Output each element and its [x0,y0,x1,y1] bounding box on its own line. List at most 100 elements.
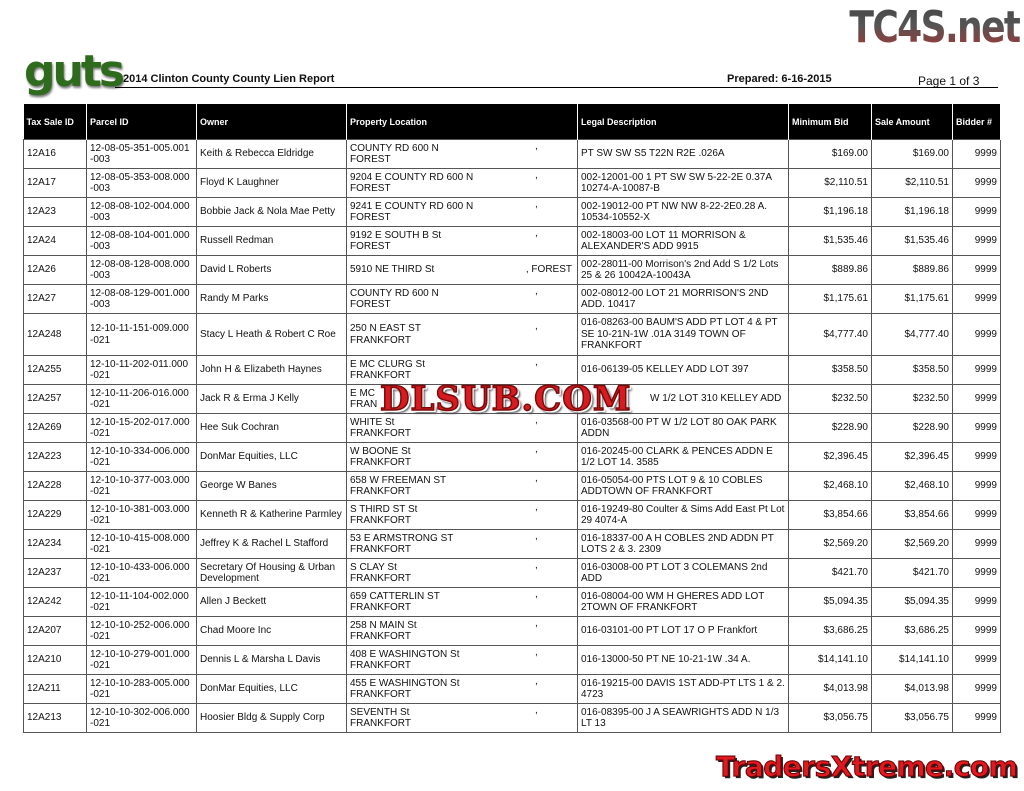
minimum-bid: $169.00 [788,139,872,169]
bidder-number: 9999 [952,674,1001,704]
parcel-id: 12-10-11-206-016.000 -021 [86,384,197,414]
owner: Randy M Parks [196,284,347,314]
comma: , [535,704,538,716]
bidder-number: 9999 [952,255,1001,285]
city: FRANKFORT [350,573,411,584]
property-location: E MC, FRAN [346,384,578,414]
property-location: 9241 E COUNTY RD 600 N, FOREST [346,197,578,227]
parcel-id: 12-08-05-351-005.001 -003 [86,139,197,169]
property-location: 250 N EAST ST, FRANKFORT [346,313,578,356]
street: 9204 E COUNTY RD 600 N [350,171,474,183]
minimum-bid: $4,013.98 [788,674,872,704]
bidder-number: 9999 [952,197,1001,227]
bidder-number: 9999 [952,471,1001,501]
street: E MC CLURG St [350,358,426,370]
comma: , [535,675,538,687]
table-row: 12A248 12-10-11-151-009.000 -021 Stacy L… [23,313,1001,356]
street: 250 N EAST ST [350,323,421,334]
parcel-id: 12-10-10-433-006.000 -021 [86,558,197,588]
parcel-id: 12-10-11-151-009.000 -021 [86,313,197,356]
property-location: 408 E WASHINGTON St, FRANKFORT [346,645,578,675]
minimum-bid: $2,468.10 [788,471,872,501]
sale-amount: $2,569.20 [871,529,953,559]
sale-amount: $169.00 [871,139,953,169]
owner: Dennis L & Marsha L Davis [196,645,347,675]
table-header-row: Tax Sale ID Parcel ID Owner Property Locati… [23,104,1001,140]
street: 408 E WASHINGTON St [350,648,460,660]
parcel-id: 12-10-10-377-003.000 -021 [86,471,197,501]
property-location: COUNTY RD 600 N, FOREST [346,139,578,169]
legal-description: 016-08395-00 J A SEAWRIGHTS ADD N 1/3 LT… [577,703,789,733]
comma: , [535,285,538,297]
tax-sale-id: 12A27 [23,284,87,314]
column-header: Legal Description [577,104,789,140]
parcel-id: 12-08-05-353-008.000 -003 [86,168,197,198]
tax-sale-id: 12A248 [23,313,87,356]
column-header: Tax Sale ID [23,104,87,140]
property-location: S CLAY St, FRANKFORT [346,558,578,588]
owner: Stacy L Heath & Robert C Roe [196,313,347,356]
legal-description: 016-13000-50 PT NE 10-21-1W .34 A. [577,645,789,675]
minimum-bid: $2,569.20 [788,529,872,559]
street: 659 CATTERLIN ST [350,590,440,602]
column-header: Owner [196,104,347,140]
city: FRANKFORT [350,515,411,526]
sale-amount: $1,196.18 [871,197,953,227]
bidder-number: 9999 [952,442,1001,472]
parcel-id: 12-08-08-104-001.000 -003 [86,226,197,256]
tax-sale-id: 12A210 [23,645,87,675]
city: FRAN [350,399,378,410]
sale-amount: $2,110.51 [871,168,953,198]
page-number: Page 1 of 3 [918,74,980,88]
owner: Bobbie Jack & Nola Mae Petty [196,197,347,227]
parcel-id: 12-08-08-129-001.000 -003 [86,284,197,314]
comma: , [535,443,538,455]
owner: Jack R & Erma J Kelly [196,384,347,414]
legal-description: 016-08004-00 WM H GHERES ADD LOT 2TOWN O… [577,587,789,617]
bidder-number: 9999 [952,355,1001,385]
sale-amount: $889.86 [871,255,953,285]
table-row: 12A234 12-10-10-415-008.000 -021 Jeffrey… [23,529,1001,559]
owner: Jeffrey K & Rachel L Stafford [196,529,347,559]
parcel-id: 12-10-11-104-002.000 -021 [86,587,197,617]
comma: , [535,559,538,571]
parcel-id: 12-10-10-415-008.000 -021 [86,529,197,559]
legal-description: 016-03008-00 PT LOT 3 COLEMANS 2nd ADD [577,558,789,588]
table-row: 12A26 12-08-08-128-008.000 -003 David L … [23,255,1001,285]
legal-description: 002-28011-00 Morrison's 2nd Add S 1/2 Lo… [577,255,789,285]
property-location: 258 N MAIN St, FRANKFORT [346,616,578,646]
street: 5910 NE THIRD St [350,264,435,276]
minimum-bid: $3,056.75 [788,703,872,733]
sale-amount: $358.50 [871,355,953,385]
city: FRANKFORT [350,660,411,671]
comma: , [535,140,538,152]
street: 53 E ARMSTRONG ST [350,532,454,544]
tax-sale-id: 12A257 [23,384,87,414]
owner: Keith & Rebecca Eldridge [196,139,347,169]
legal-description: 016-08263-00 BAUM'S ADD PT LOT 4 & PT SE… [577,313,789,356]
city: FOREST [350,212,391,223]
minimum-bid: $358.50 [788,355,872,385]
street: SEVENTH St [350,706,410,718]
property-location: S THIRD ST St, FRANKFORT [346,500,578,530]
guts-logo: guts [24,46,125,97]
bidder-number: 9999 [952,587,1001,617]
comma: , [535,472,538,484]
parcel-id: 12-10-10-381-003.000 -021 [86,500,197,530]
city: FRANKFORT [350,428,411,439]
property-location: 9204 E COUNTY RD 600 N, FOREST [346,168,578,198]
bidder-number: 9999 [952,500,1001,530]
table-row: 12A228 12-10-10-377-003.000 -021 George … [23,471,1001,501]
city: FOREST [350,154,391,165]
property-location: 659 CATTERLIN ST, FRANKFORT [346,587,578,617]
owner: George W Banes [196,471,347,501]
bidder-number: 9999 [952,616,1001,646]
table-row: 12A269 12-10-15-202-017.000 -021 Hee Suk… [23,413,1001,443]
sale-amount: $232.50 [871,384,953,414]
minimum-bid: $228.90 [788,413,872,443]
bidder-number: 9999 [952,384,1001,414]
legal-description: 016-20245-00 CLARK & PENCES ADDN E 1/2 L… [577,442,789,472]
sale-amount: $3,056.75 [871,703,953,733]
report-title: 2014 Clinton County County Lien Report [123,73,335,85]
legal-description: PT SW SW S5 T22N R2E .026A [577,139,789,169]
